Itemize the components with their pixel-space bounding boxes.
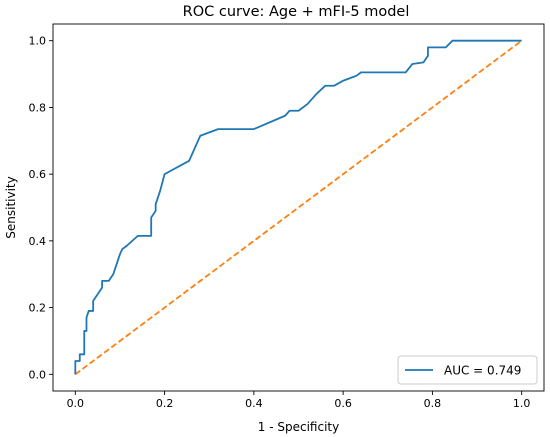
y-axis-label: Sensitivity (4, 176, 18, 238)
chart-title: ROC curve: Age + mFI-5 model (183, 4, 410, 20)
plot-area (52, 23, 545, 392)
y-tick-label: 0.2 (29, 302, 47, 315)
y-tick-label: 0.4 (29, 235, 47, 248)
plot-frame (52, 23, 545, 392)
y-axis-ticks: 0.0 0.2 0.4 0.6 0.8 1.0 (29, 35, 53, 381)
legend: AUC = 0.749 (397, 355, 538, 385)
series-layer (74, 39, 523, 376)
y-tick-label: 0.8 (29, 101, 47, 114)
x-tick-label: 0.8 (424, 397, 442, 410)
x-axis-label: 1 - Specificity (258, 420, 339, 434)
x-axis-ticks: 0.0 0.2 0.4 0.6 0.8 1.0 (67, 391, 531, 410)
legend-label: AUC = 0.749 (444, 364, 521, 378)
chance-diagonal-line (74, 39, 523, 376)
y-tick-label: 0.0 (29, 368, 47, 381)
x-tick-label: 0.4 (245, 397, 263, 410)
x-tick-label: 0.0 (67, 397, 85, 410)
x-tick-label: 0.6 (334, 397, 352, 410)
y-tick-label: 0.6 (29, 168, 47, 181)
x-tick-label: 1.0 (513, 397, 531, 410)
y-tick-label: 1.0 (29, 35, 47, 48)
roc-curve-line (74, 39, 522, 375)
x-tick-label: 0.2 (156, 397, 174, 410)
legend-box (397, 355, 538, 385)
